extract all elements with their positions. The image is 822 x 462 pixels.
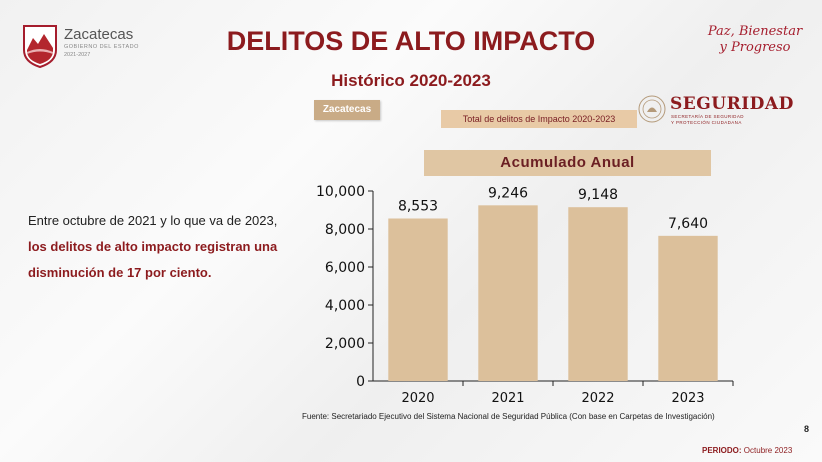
periodo: PERIODO: Octubre 2023	[702, 446, 792, 455]
data-label-2022: 9,148	[578, 187, 618, 203]
x-tick-label-2021: 2021	[491, 391, 524, 406]
data-label-2021: 9,246	[488, 185, 528, 201]
seguridad-subtitle-1: SECRETARÍA DE SEGURIDAD	[671, 114, 744, 119]
y-tick-label: 2,000	[325, 336, 365, 352]
y-tick-label: 6,000	[325, 260, 365, 276]
page-number: 8	[804, 424, 810, 434]
page-title: DELITOS DE ALTO IMPACTO	[226, 26, 596, 56]
y-tick-label: 8,000	[325, 222, 365, 238]
zacatecas-shield-icon	[23, 25, 57, 68]
zacatecas-logo: Zacatecas GOBIERNO DEL ESTADO 2021-2027	[22, 24, 222, 70]
summary-text: Entre octubre de 2021 y lo que va de 202…	[28, 208, 278, 286]
x-tick-label-2022: 2022	[581, 391, 614, 406]
bar-2020	[388, 218, 448, 381]
bar-2021	[478, 205, 538, 381]
chart-title: Acumulado Anual	[424, 150, 711, 176]
y-tick-label: 10,000	[316, 184, 365, 200]
periodo-value: Octubre 2023	[743, 446, 793, 455]
bar-2023	[658, 235, 718, 381]
total-tag: Total de delitos de Impacto 2020-2023	[441, 110, 637, 128]
slogan: Paz, Bienestar y Progreso	[700, 24, 810, 56]
data-label-2020: 8,553	[398, 198, 438, 214]
state-tag: Zacatecas	[314, 100, 380, 120]
seguridad-subtitle-2: Y PROTECCIÓN CIUDADANA	[671, 120, 742, 125]
x-tick-label-2023: 2023	[671, 391, 704, 406]
source-note: Fuente: Secretariado Ejecutivo del Siste…	[302, 412, 715, 421]
summary-plain: Entre octubre de 2021 y lo que va de 202…	[28, 213, 278, 228]
logo-years: 2021-2027	[64, 52, 91, 58]
seguridad-name: SEGURIDAD	[670, 94, 794, 114]
slogan-line-2: y Progreso	[719, 40, 791, 55]
seguridad-emblem-icon	[638, 95, 666, 123]
y-tick-label: 4,000	[325, 298, 365, 314]
slogan-line-1: Paz, Bienestar	[707, 24, 803, 39]
bar-chart: 0 2,000 4,000 6,000 8,000 10,000 8,553 2020 9,24…	[316, 184, 734, 406]
page-subtitle: Histórico 2020-2023	[331, 71, 491, 90]
logo-subtitle: GOBIERNO DEL ESTADO	[64, 44, 139, 50]
bar-2022	[568, 207, 628, 381]
logo-name: Zacatecas	[64, 26, 134, 43]
y-tick-label: 0	[356, 374, 365, 390]
periodo-label: PERIODO:	[702, 446, 742, 455]
summary-highlight: los delitos de alto impacto registran un…	[28, 239, 278, 280]
x-tick-label-2020: 2020	[401, 391, 434, 406]
data-label-2023: 7,640	[668, 216, 708, 232]
